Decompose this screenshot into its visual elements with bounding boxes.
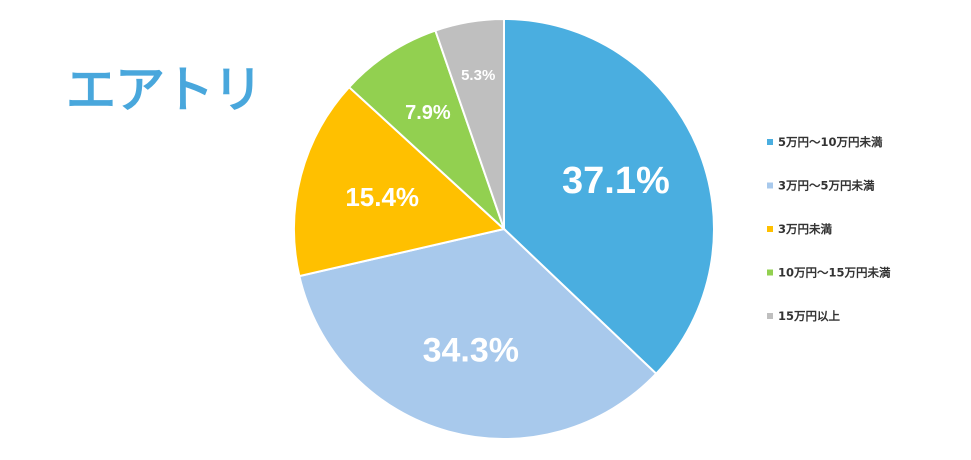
- slice-labels: 37.1% 34.3% 15.4% 7.9% 5.3%: [345, 67, 669, 369]
- pie-slice: [298, 227, 658, 440]
- legend-swatch: [767, 226, 773, 232]
- slice-data-label: 34.3%: [423, 332, 519, 370]
- pie-slice: [434, 17, 505, 230]
- slice-data-label: 15.4%: [345, 182, 419, 212]
- slice-data-label: 5.3%: [461, 67, 495, 84]
- legend-label: 3万円～5万円未満: [778, 179, 875, 193]
- legend-swatch: [767, 182, 773, 189]
- pie-slices: [293, 17, 715, 440]
- legend-swatch: [767, 269, 773, 276]
- pie-slice: [503, 17, 715, 376]
- legend: 5万円～10万円未満 3万円～5万円未満 3万円未満 10万円～15万円未満 15万円以…: [767, 135, 891, 323]
- legend-swatch: [767, 139, 773, 145]
- slice-data-label: 37.1%: [562, 160, 670, 202]
- pie-slice: [293, 85, 507, 278]
- airtrip-logo: エアトリ: [66, 61, 263, 119]
- legend-swatch: [767, 313, 773, 319]
- legend-label: 5万円～10万円未満: [778, 135, 883, 149]
- legend-label: 15万円以上: [778, 309, 841, 323]
- legend-label: 10万円～15万円未満: [778, 266, 891, 280]
- pie-slice: [347, 29, 505, 230]
- slice-data-label: 7.9%: [405, 102, 451, 124]
- legend-label: 3万円未満: [778, 222, 833, 236]
